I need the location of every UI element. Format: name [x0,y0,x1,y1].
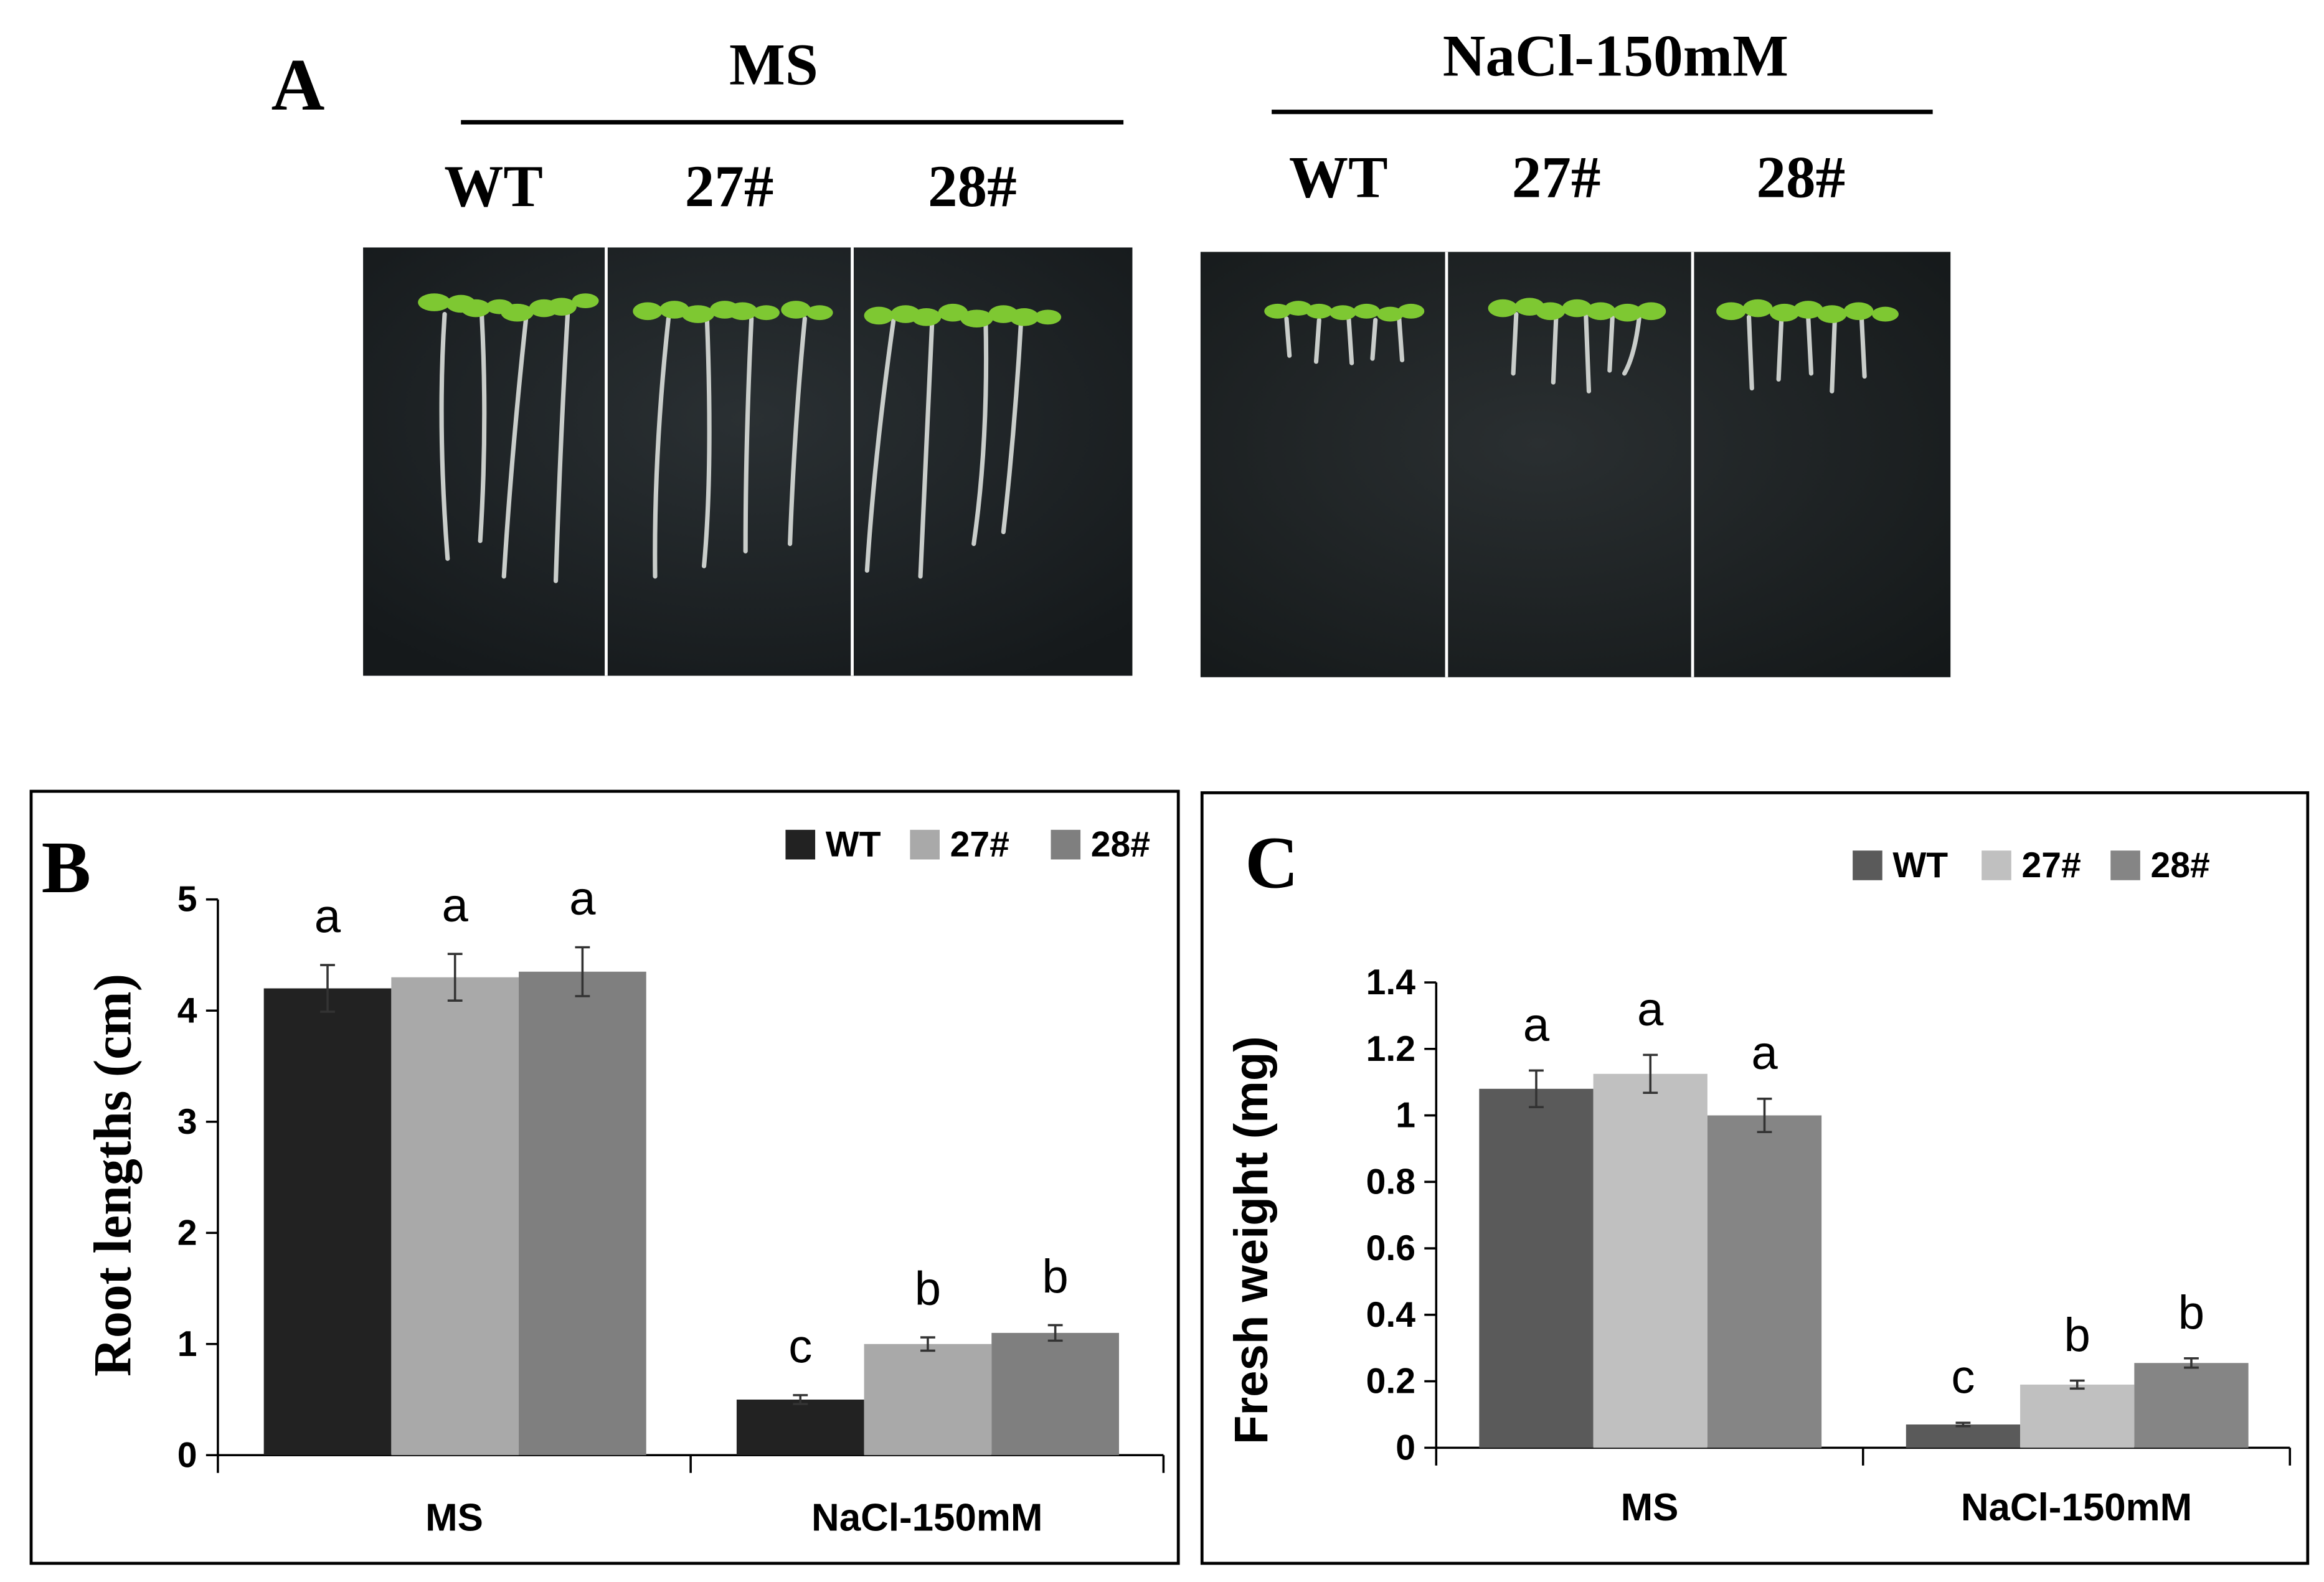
panel-b-y-tick-label: 3 [177,1102,197,1142]
panel-b-y-tick-label: 4 [177,991,197,1030]
panel-b-bar-27#-MS [391,977,519,1456]
panel-b-significance-letter: c [788,1321,812,1373]
panel-c-significance-letter: a [1523,999,1550,1052]
panel-c-significance-letter: c [1951,1351,1975,1404]
panel-a-nacl-wt-label: WT [1288,143,1388,210]
panel-a-nacl-rule [1272,110,1933,115]
panel-b-bar-27#-NaCl-150mM [864,1344,992,1456]
panel-a-ms-27-label: 27# [684,153,774,220]
panel-b-legend-label-28#: 28# [1091,825,1150,865]
panel-c-bar-WT-MS [1479,1088,1594,1448]
panel-c-category-label: NaCl-150mM [1961,1486,2192,1529]
panel-c-bar-WT-NaCl-150mM [1906,1424,2021,1448]
panel-c-significance-letter: a [1637,983,1664,1036]
panel-b-ylabel: Root lengths (cm) [83,974,142,1377]
panel-c-y-tick-label: 0 [1396,1428,1415,1467]
panel-c-bar-27#-NaCl-150mM [2020,1384,2135,1448]
panel-c-legend-swatch-27# [1982,850,2011,880]
ms-plate-divider-1 [605,247,608,676]
panel-a-ms-title: MS [729,31,818,98]
panel-b-legend-swatch-28# [1051,829,1081,860]
panel-b-significance-letter: b [1042,1250,1068,1303]
ms-plate-photo [363,247,1133,676]
panel-c-significance-letter: a [1751,1027,1778,1080]
panel-c-ylabel: Fresh weight (mg) [1225,1036,1278,1444]
panel-c-legend-label-27#: 27# [2021,845,2081,885]
panel-a-nacl-title: NaCl-150mM [1442,22,1788,89]
panel-b-legend-label-27#: 27# [950,825,1009,865]
nacl-seedlings-image [1200,252,1951,677]
panel-b-y-tick-label: 1 [177,1324,197,1364]
panel-b-bar-28#-MS [519,971,646,1456]
panel-c-category-label: MS [1621,1486,1679,1529]
panel-b-significance-letter: b [915,1263,941,1316]
panel-c-y-tick-label: 0.8 [1366,1162,1415,1202]
panel-c-bar-27#-MS [1593,1073,1708,1448]
nacl-plate-divider-1 [1445,252,1448,677]
panel-a-letter: A [271,43,325,126]
panel-b-legend-swatch-27# [910,829,940,860]
panel-c-legend-swatch-28# [2110,850,2140,880]
panel-c-significance-letter: b [2064,1309,2090,1362]
panel-b-y-tick-label: 2 [177,1213,197,1253]
panel-b-bar-28#-NaCl-150mM [991,1332,1119,1456]
panel-c-legend-swatch-WT [1853,850,1882,880]
panel-b-significance-letter: a [314,890,341,943]
panel-b-category-label: NaCl-150mM [811,1497,1042,1540]
panel-c-bar-28#-MS [1707,1115,1822,1448]
panel-c-y-tick-label: 0.2 [1366,1362,1415,1401]
panel-c-legend-label-28#: 28# [2151,845,2210,885]
panel-c-y-tick-label: 0.6 [1366,1228,1415,1268]
nacl-plate-photo [1200,252,1951,677]
panel-b-legend-swatch-WT [785,829,816,860]
panel-b-y-tick-label: 0 [177,1435,197,1475]
panel-b-legend-label-WT: WT [826,825,881,865]
panel-b-significance-letter: a [442,879,469,932]
panel-c-letter: C [1245,821,1299,904]
panel-b-category-label: MS [425,1497,483,1540]
panel-c-significance-letter: b [2178,1286,2204,1339]
panel-b-bar-WT-MS [263,988,392,1456]
panel-a-ms-28-label: 28# [927,153,1017,220]
panel-b-significance-letter: a [569,872,596,925]
nacl-plate-divider-2 [1691,252,1694,677]
panel-a-ms-wt-label: WT [444,153,543,220]
panel-c-legend-label-WT: WT [1892,845,1948,885]
panel-a-nacl-28-label: 28# [1756,143,1846,210]
panel-c-y-tick-label: 1 [1396,1096,1415,1136]
panel-b-y-tick-label: 5 [177,880,197,920]
panel-a-ms-rule [461,120,1124,125]
ms-plate-divider-2 [851,247,854,676]
panel-b-letter: B [41,825,92,909]
panel-c-y-tick-label: 0.4 [1366,1295,1416,1335]
panel-b-bar-WT-NaCl-150mM [736,1400,864,1456]
panel-c-bar-28#-NaCl-150mM [2134,1363,2249,1448]
panel-c-y-tick-label: 1.4 [1366,963,1416,1002]
panel-a-nacl-27-label: 27# [1511,143,1601,210]
panel-c-y-tick-label: 1.2 [1366,1029,1415,1069]
ms-seedlings-image [363,247,1133,676]
